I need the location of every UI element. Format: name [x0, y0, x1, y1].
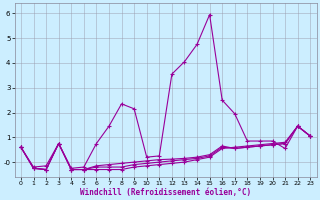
- X-axis label: Windchill (Refroidissement éolien,°C): Windchill (Refroidissement éolien,°C): [80, 188, 251, 197]
